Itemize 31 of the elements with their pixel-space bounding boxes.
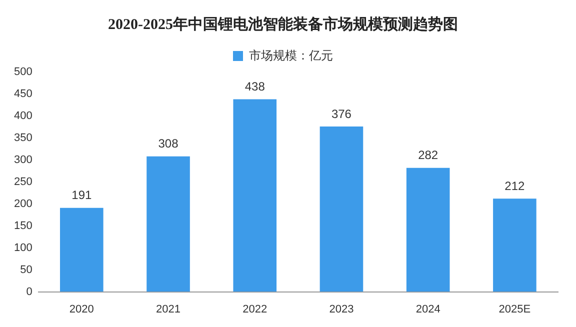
y-tick-label: 50 — [20, 264, 32, 276]
y-tick-label: 200 — [14, 198, 32, 210]
data-label: 438 — [244, 80, 266, 94]
y-tick-label: 400 — [14, 110, 32, 122]
bar — [493, 198, 536, 292]
x-tick-label: 2021 — [156, 303, 181, 316]
legend-label: 市场规模：亿元 — [249, 48, 333, 62]
y-tick-label: 300 — [14, 154, 32, 166]
y-tick-label: 100 — [14, 242, 32, 254]
data-label: 191 — [72, 188, 92, 202]
x-tick-label: 2023 — [329, 303, 354, 316]
x-tick-label: 2022 — [242, 303, 268, 316]
y-tick-label: 450 — [14, 88, 32, 100]
bar — [406, 168, 450, 292]
data-label: 376 — [331, 106, 352, 121]
chart-title: 2020-2025年中国锂电池智能装备市场规模预测趋势图 — [108, 14, 458, 33]
y-tick-label: 250 — [14, 176, 32, 188]
bar — [233, 99, 277, 292]
y-tick-label: 150 — [14, 220, 32, 232]
data-label: 282 — [418, 148, 438, 162]
y-tick-label: 0 — [26, 286, 32, 298]
bar — [320, 126, 364, 292]
data-label: 212 — [504, 178, 526, 193]
bar — [60, 208, 104, 292]
x-tick-label: 2024 — [416, 303, 440, 316]
y-tick-label: 350 — [14, 132, 32, 144]
data-label: 308 — [158, 136, 179, 151]
x-tick-label: 2020 — [69, 303, 94, 316]
y-tick-label: 500 — [14, 66, 32, 78]
bar — [146, 156, 190, 292]
x-tick-label: 2025E — [498, 303, 531, 316]
